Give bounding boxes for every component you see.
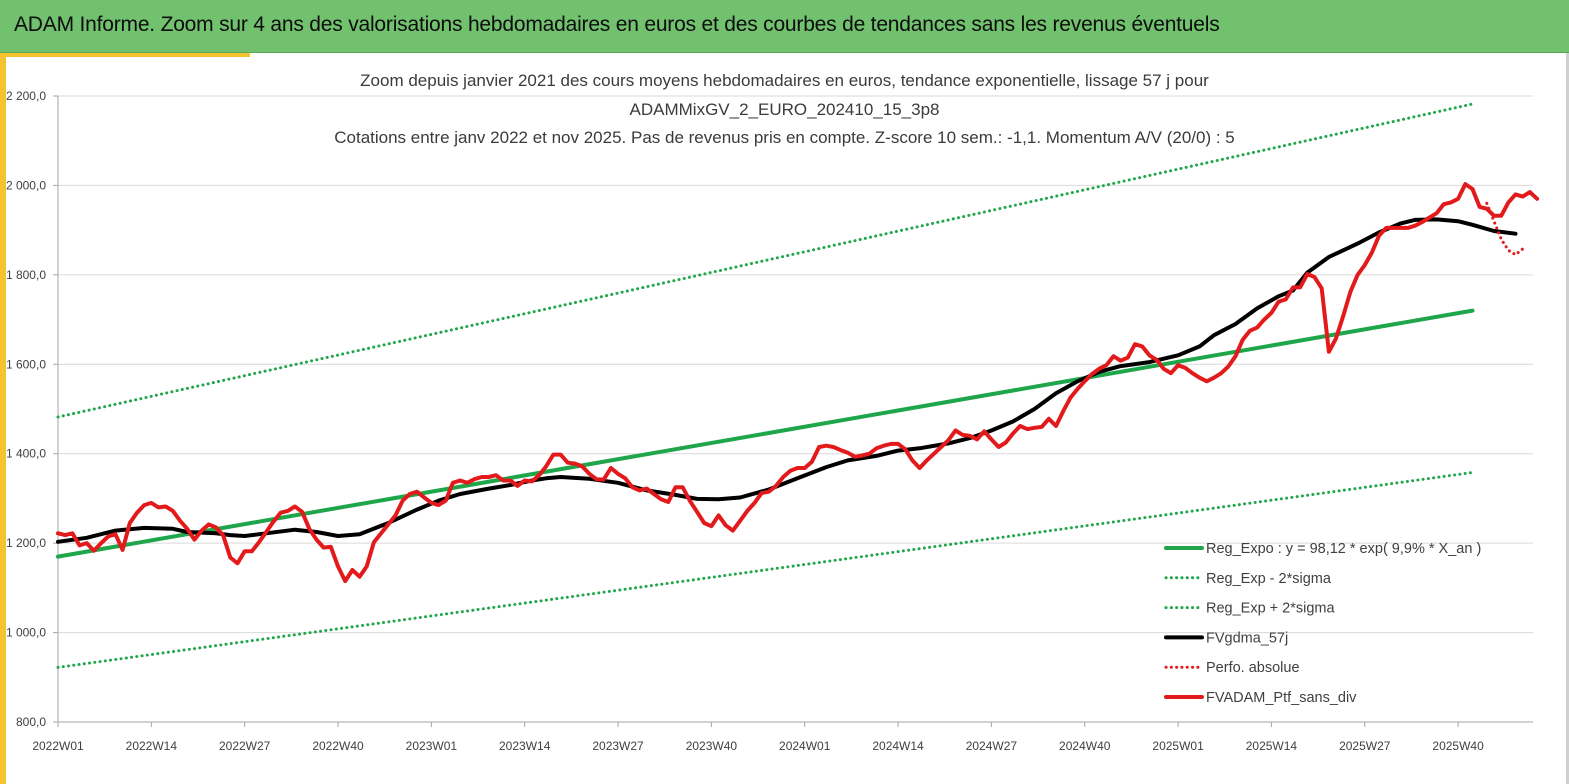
y-tick-label: 2 000,0	[6, 178, 46, 192]
x-tick-label: 2022W01	[32, 739, 84, 753]
regression-line	[56, 308, 1475, 559]
x-tick-label: 2022W14	[126, 739, 178, 753]
moving-average-line	[56, 217, 1518, 544]
legend-label: Reg_Exp - 2*sigma	[1206, 571, 1332, 587]
accent-bar-top	[0, 53, 250, 57]
regression-minus-2sigma-line	[56, 471, 1474, 669]
y-tick-label: 1 400,0	[6, 447, 46, 461]
legend-label: Reg_Expo : y = 98,12 * exp( 9,9% * X_an …	[1206, 541, 1481, 557]
report-banner: ADAM Informe. Zoom sur 4 ans des valoris…	[0, 0, 1569, 53]
absolute-performance-line	[1485, 201, 1525, 257]
y-tick-label: 800,0	[16, 715, 46, 729]
x-tick-label: 2024W01	[779, 739, 831, 753]
chart-title-line-3: Cotations entre janv 2022 et nov 2025. P…	[334, 128, 1235, 147]
x-tick-label: 2023W27	[592, 739, 644, 753]
accent-bar-left	[0, 53, 6, 784]
x-tick-label: 2022W27	[219, 739, 271, 753]
frame-border-right	[1566, 53, 1569, 784]
x-tick-label: 2022W40	[312, 739, 364, 753]
chart-title-line-1: Zoom depuis janvier 2021 des cours moyen…	[360, 71, 1209, 90]
y-tick-label: 1 200,0	[6, 536, 46, 550]
y-tick-label: 1 800,0	[6, 268, 46, 282]
y-tick-label: 2 200,0	[6, 89, 46, 103]
y-tick-label: 1 600,0	[6, 357, 46, 371]
portfolio-value-line	[56, 182, 1540, 584]
x-tick-label: 2024W27	[966, 739, 1018, 753]
x-tick-label: 2023W40	[686, 739, 738, 753]
x-tick-label: 2025W01	[1152, 739, 1204, 753]
x-tick-label: 2024W40	[1059, 739, 1111, 753]
x-tick-label: 2023W14	[499, 739, 551, 753]
y-tick-label: 1 000,0	[6, 626, 46, 640]
regression-plus-2sigma-line	[56, 102, 1474, 419]
x-tick-label: 2024W14	[872, 739, 924, 753]
x-tick-label: 2023W01	[406, 739, 458, 753]
legend-label: Reg_Exp + 2*sigma	[1206, 601, 1335, 617]
legend-label: Perfo. absolue	[1206, 660, 1300, 676]
x-tick-label: 2025W40	[1432, 739, 1484, 753]
x-tick-label: 2025W14	[1246, 739, 1298, 753]
chart-title-line-2: ADAMMixGV_2_EURO_202410_15_3p8	[629, 100, 940, 119]
x-tick-label: 2025W27	[1339, 739, 1391, 753]
report-title: ADAM Informe. Zoom sur 4 ans des valoris…	[14, 13, 1220, 36]
legend-label: FVADAM_Ptf_sans_div	[1206, 690, 1357, 706]
legend-label: FVgdma_57j	[1206, 630, 1288, 646]
